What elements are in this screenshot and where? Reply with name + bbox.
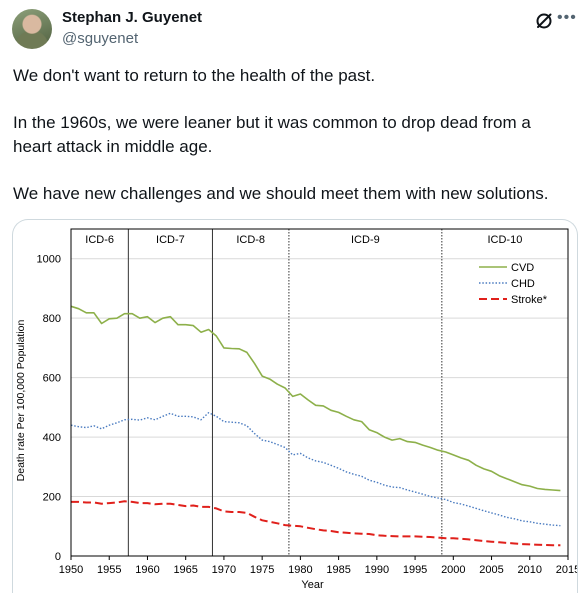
tweet-text: We don't want to return to the health of… <box>13 64 573 229</box>
icd-period-label: ICD-8 <box>236 234 265 246</box>
y-tick-label: 800 <box>43 313 61 325</box>
x-tick-label: 1975 <box>250 564 274 576</box>
plot-frame <box>70 228 569 557</box>
x-tick-label: 1990 <box>365 564 389 576</box>
series-line-chd <box>70 411 561 527</box>
legend-label: CHD <box>511 278 535 290</box>
y-tick-label: 400 <box>43 432 61 444</box>
series-line-cvd <box>70 305 561 492</box>
icd-period-label: ICD-9 <box>351 234 380 246</box>
x-tick-label: 1995 <box>403 564 427 576</box>
x-tick-label: 1985 <box>326 564 350 576</box>
x-tick-label: 2005 <box>479 564 503 576</box>
y-tick-label: 600 <box>43 373 61 385</box>
x-tick-label: 1965 <box>173 564 197 576</box>
tweet-paragraph: We don't want to return to the health of… <box>13 66 376 85</box>
x-tick-label: 1955 <box>97 564 121 576</box>
x-axis-label: Year <box>301 579 324 591</box>
x-tick-label: 1970 <box>212 564 236 576</box>
author-name[interactable]: Stephan J. Guyenet <box>62 9 203 26</box>
tweet-paragraph: In the 1960s, we were leaner but it was … <box>13 113 531 156</box>
legend-label: CVD <box>511 262 534 274</box>
x-tick-label: 1950 <box>59 564 83 576</box>
y-tick-label: 1000 <box>37 254 61 266</box>
y-tick-label: 200 <box>43 492 61 504</box>
tweet-header: Stephan J. Guyenet @sguyenet ••• <box>0 0 584 60</box>
x-tick-label: 1980 <box>288 564 312 576</box>
y-axis-label: Death rate Per 100,000 Population <box>15 319 27 481</box>
grok-icon[interactable] <box>534 11 554 31</box>
tweet-media-image[interactable]: ICD-6 ICD-7 ICD-8 ICD-9 ICD-10 CVD CHD Stroke*… <box>12 219 578 593</box>
death-rate-chart: ICD-6 ICD-7 ICD-8 ICD-9 ICD-10 CVD CHD Stroke*… <box>15 228 578 591</box>
x-tick-label: 2000 <box>441 564 465 576</box>
tweet-paragraph: We have new challenges and we should mee… <box>13 184 549 203</box>
y-tick-label: 0 <box>55 551 61 563</box>
x-tick-label: 2010 <box>518 564 542 576</box>
x-tick-label: 2015 <box>556 564 578 576</box>
legend-label: Stroke* <box>511 294 548 306</box>
icd-period-label: ICD-10 <box>487 234 522 246</box>
icd-period-label: ICD-6 <box>85 234 114 246</box>
x-tick-label: 1960 <box>135 564 159 576</box>
series-line-stroke <box>71 500 561 547</box>
author-handle[interactable]: @sguyenet <box>62 30 139 47</box>
more-options-icon[interactable]: ••• <box>557 9 577 26</box>
avatar[interactable] <box>12 9 52 49</box>
icd-period-label: ICD-7 <box>156 234 185 246</box>
